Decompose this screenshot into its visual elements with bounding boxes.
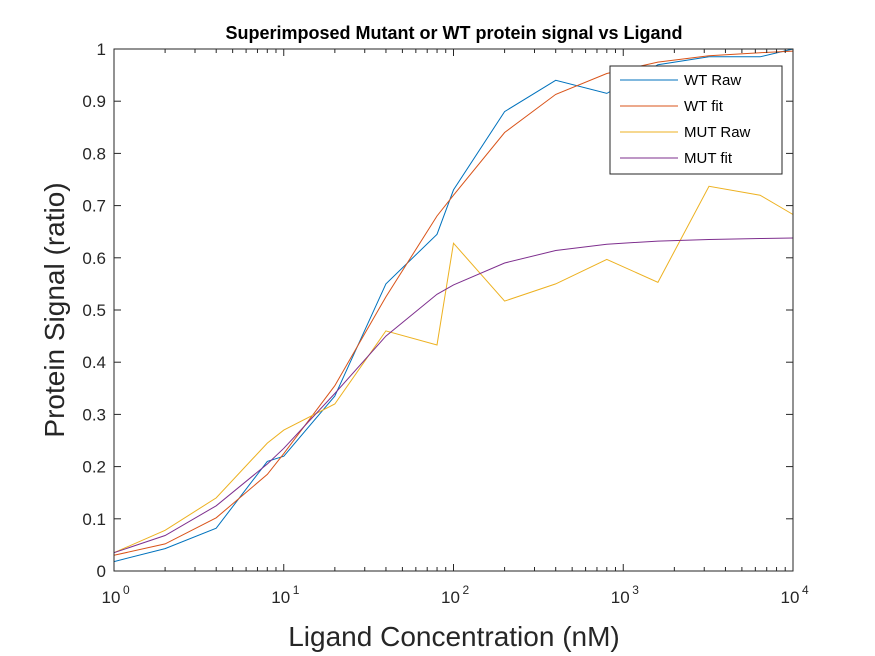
y-tick-label: 0.3 <box>82 405 106 424</box>
x-tick-label-base: 10 <box>781 588 800 607</box>
y-tick-label: 0.8 <box>82 144 106 163</box>
x-tick-label-base: 10 <box>441 588 460 607</box>
x-tick-label: 10 4 <box>781 583 809 607</box>
series-line-wt-fit <box>113 50 794 556</box>
x-tick-label-exponent: 2 <box>463 583 470 597</box>
series-layer <box>113 48 794 563</box>
x-tick-label-base: 10 <box>102 588 121 607</box>
legend-box <box>609 65 783 175</box>
x-tick-label-exponent: 3 <box>632 583 639 597</box>
series-line-mut-fit <box>113 237 794 554</box>
x-tick-label-base: 10 <box>611 588 630 607</box>
legend-label-mut-fit: MUT fit <box>684 150 733 167</box>
y-tick-label: 1 <box>97 40 106 59</box>
x-tick-label-exponent: 1 <box>293 583 300 597</box>
legend: WT Raw WT fit MUT Raw MUT fit <box>609 65 783 175</box>
x-tick-label-exponent: 4 <box>802 583 809 597</box>
legend-label-mut-raw: MUT Raw <box>684 124 751 141</box>
x-tick-label-base: 10 <box>271 588 290 607</box>
y-tick-label: 0.2 <box>82 458 106 477</box>
x-tick-label: 10 1 <box>271 583 299 607</box>
y-tick-label: 0.6 <box>82 249 106 268</box>
x-tick-label-exponent: 0 <box>123 583 130 597</box>
y-tick-label: 0.9 <box>82 92 106 111</box>
series-line-wt-raw <box>113 48 794 563</box>
series-line-mut-raw <box>113 185 794 554</box>
y-tick-label: 0.5 <box>82 301 106 320</box>
chart-title: Superimposed Mutant or WT protein signal… <box>225 23 682 43</box>
y-tick-label: 0.1 <box>82 510 106 529</box>
x-tick-label: 10 0 <box>102 583 130 607</box>
y-tick-label: 0 <box>97 562 106 581</box>
x-tick-label: 10 2 <box>441 583 469 607</box>
x-tick-label: 10 3 <box>611 583 639 607</box>
x-axis-label: Ligand Concentration (nM) <box>288 621 620 652</box>
legend-label-wt-raw: WT Raw <box>684 72 741 89</box>
y-tick-label: 0.7 <box>82 197 106 216</box>
y-axis-label: Protein Signal (ratio) <box>39 182 70 437</box>
legend-label-wt-fit: WT fit <box>684 98 724 115</box>
y-tick-label: 0.4 <box>82 353 106 372</box>
